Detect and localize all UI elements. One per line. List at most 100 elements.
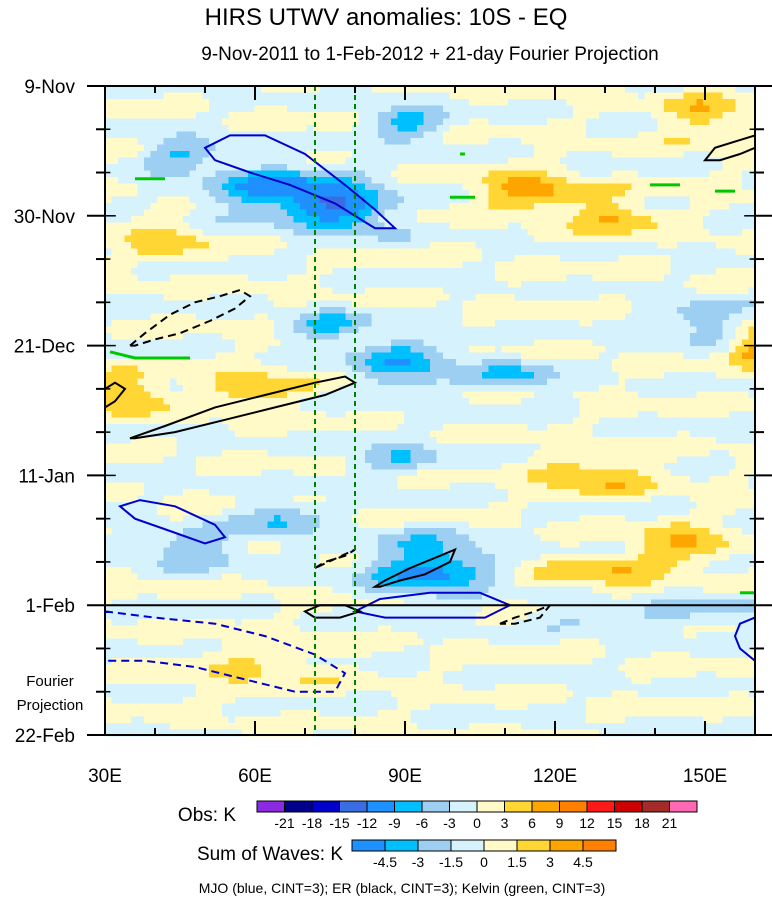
heatmap-cell <box>124 625 132 633</box>
heatmap-cell <box>300 651 308 659</box>
heatmap-cell <box>280 346 288 354</box>
heatmap-cell <box>397 476 405 484</box>
heatmap-cell <box>196 729 204 737</box>
heatmap-cell <box>332 671 340 679</box>
heatmap-cell <box>358 586 366 594</box>
heatmap-cell <box>144 625 152 633</box>
heatmap-cell <box>319 586 327 594</box>
heatmap-cell <box>157 638 165 646</box>
heatmap-cell <box>319 469 327 477</box>
heatmap-cell <box>137 248 145 256</box>
heatmap-cell <box>105 625 113 633</box>
heatmap-cell <box>235 599 243 607</box>
heatmap-cell <box>111 625 119 633</box>
heatmap-cell <box>280 86 288 94</box>
heatmap-cell <box>378 92 386 100</box>
heatmap-cell <box>105 619 113 627</box>
heatmap-cell <box>345 567 353 575</box>
heatmap-cell <box>365 242 373 250</box>
heatmap-cell <box>196 112 204 120</box>
heatmap-cell <box>131 638 139 646</box>
heatmap-cell <box>417 651 425 659</box>
heatmap-cell <box>300 274 308 282</box>
heatmap-cell <box>209 242 217 250</box>
heatmap-cell <box>163 606 171 614</box>
heatmap-cell <box>365 723 373 731</box>
heatmap-cell <box>241 346 249 354</box>
heatmap-cell <box>404 131 412 139</box>
heatmap-cell <box>105 105 113 113</box>
heatmap-cell <box>209 398 217 406</box>
heatmap-cell <box>209 196 217 204</box>
heatmap-cell <box>176 398 184 406</box>
heatmap-cell <box>222 274 230 282</box>
heatmap-cell <box>358 320 366 328</box>
heatmap-cell <box>144 606 152 614</box>
heatmap-cell <box>163 326 171 334</box>
heatmap-cell <box>105 307 113 315</box>
heatmap-cell <box>196 508 204 516</box>
heatmap-cell <box>157 664 165 672</box>
heatmap-cell <box>248 567 256 575</box>
heatmap-cell <box>358 281 366 289</box>
heatmap-cell <box>196 671 204 679</box>
heatmap-cell <box>378 274 386 282</box>
heatmap-cell <box>235 632 243 640</box>
heatmap-cell <box>326 307 334 315</box>
heatmap-cell <box>189 196 197 204</box>
heatmap-cell <box>423 229 431 237</box>
heatmap-cell <box>423 619 431 627</box>
heatmap-cell <box>131 450 139 458</box>
heatmap-cell <box>144 534 152 542</box>
heatmap-cell <box>124 521 132 529</box>
heatmap-cell <box>404 274 412 282</box>
heatmap-cell <box>313 580 321 588</box>
heatmap-cell <box>287 463 295 471</box>
heatmap-cell <box>150 274 158 282</box>
heatmap-cell <box>371 619 379 627</box>
heatmap-cell <box>267 443 275 451</box>
heatmap-cell <box>131 567 139 575</box>
heatmap-cell <box>189 92 197 100</box>
heatmap-cell <box>170 723 178 731</box>
heatmap-cell <box>254 443 262 451</box>
heatmap-cell <box>306 294 314 302</box>
heatmap-cell <box>332 690 340 698</box>
heatmap-cell <box>261 196 269 204</box>
heatmap-cell <box>254 671 262 679</box>
heatmap-cell <box>222 547 230 555</box>
heatmap-cell <box>397 619 405 627</box>
heatmap-cell <box>261 469 269 477</box>
heatmap-cell <box>170 638 178 646</box>
heatmap-cell <box>274 144 282 152</box>
heatmap-cell <box>365 112 373 120</box>
heatmap-cell <box>183 729 191 737</box>
heatmap-cell <box>157 151 165 159</box>
heatmap-cell <box>332 495 340 503</box>
heatmap-cell <box>391 573 399 581</box>
heatmap-cell <box>410 99 418 107</box>
heatmap-cell <box>378 573 386 581</box>
heatmap-cell <box>131 352 139 360</box>
heatmap-cell <box>189 619 197 627</box>
heatmap-cell <box>371 489 379 497</box>
heatmap-cell <box>280 560 288 568</box>
heatmap-cell <box>118 593 126 601</box>
heatmap-cell <box>287 593 295 601</box>
heatmap-cell <box>235 547 243 555</box>
heatmap-cell <box>189 560 197 568</box>
heatmap-cell <box>358 456 366 464</box>
heatmap-cell <box>124 534 132 542</box>
heatmap-cell <box>105 456 113 464</box>
heatmap-cell <box>319 209 327 217</box>
heatmap-cell <box>170 333 178 341</box>
heatmap-cell <box>254 411 262 419</box>
heatmap-cell <box>222 677 230 685</box>
heatmap-cell <box>183 560 191 568</box>
heatmap-cell <box>397 125 405 133</box>
heatmap-cell <box>183 144 191 152</box>
heatmap-cell <box>365 567 373 575</box>
heatmap-cell <box>391 144 399 152</box>
heatmap-cell <box>345 489 353 497</box>
heatmap-cell <box>267 599 275 607</box>
